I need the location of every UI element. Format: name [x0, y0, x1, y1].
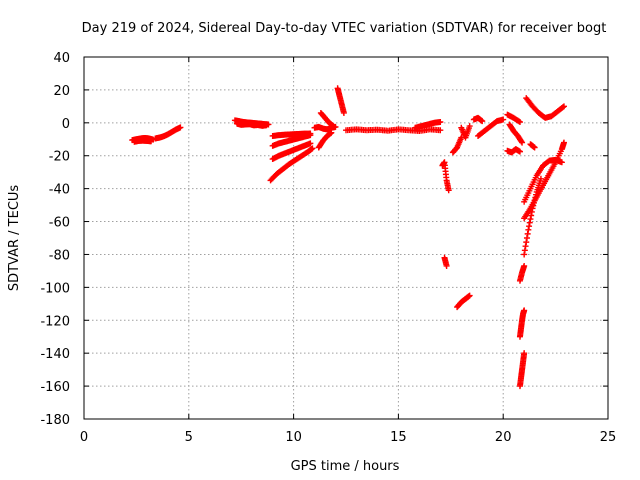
series-track-ac [521, 139, 567, 222]
data-point [148, 138, 155, 145]
series-track-t [454, 292, 473, 311]
series-track-v [475, 116, 507, 139]
series-track-c [152, 124, 184, 142]
y-tick-label: -40 [49, 183, 70, 198]
data-point [307, 140, 314, 147]
x-axis-label: GPS time / hours [291, 459, 400, 474]
series-track-m [334, 85, 347, 116]
x-tick-label: 20 [495, 430, 512, 445]
series-track-ag [516, 350, 528, 390]
data-point [560, 139, 567, 146]
series-track-u [470, 114, 486, 125]
y-tick-label: 0 [62, 117, 70, 132]
series-track-l [315, 129, 335, 151]
y-tick-label: -80 [49, 248, 70, 263]
series-track-p [439, 159, 452, 194]
data-point [466, 123, 473, 130]
data-point [307, 132, 314, 139]
series-track-n [343, 126, 444, 135]
data-point [516, 118, 523, 125]
y-tick-label: -120 [40, 314, 70, 329]
data-point [437, 118, 444, 125]
y-tick-label: -140 [40, 347, 70, 362]
series-track-b [131, 137, 155, 145]
data-point [177, 124, 184, 131]
y-tick-label: -180 [40, 413, 70, 428]
series-track-i [267, 145, 316, 184]
data-point [558, 159, 565, 166]
data-point [437, 127, 444, 134]
series-track-q [441, 254, 450, 269]
data-point [521, 262, 528, 269]
data-point [537, 175, 544, 182]
data-point [500, 116, 507, 123]
x-tick-label: 5 [185, 430, 193, 445]
data-point [309, 145, 316, 152]
data-point [521, 307, 528, 314]
data-point [443, 262, 450, 269]
data-point [340, 109, 347, 116]
series-track-o [412, 118, 444, 131]
data-points [129, 85, 567, 390]
x-tick-label: 15 [390, 430, 407, 445]
data-point [466, 292, 473, 299]
series-track-g [269, 132, 314, 149]
x-tick-label: 10 [285, 430, 302, 445]
axis-ticks: 0 5 10 15 20 25 40 20 0 -20 -40 -60 -80 -100 -120 -140 -… [40, 51, 616, 445]
series-track-x [504, 111, 523, 125]
data-point [445, 187, 452, 194]
y-tick-label: -160 [40, 380, 70, 395]
series-track-k [317, 109, 337, 130]
series-track-ad [521, 175, 544, 258]
data-point [479, 118, 486, 125]
data-point [559, 104, 566, 111]
x-tick-label: 25 [600, 430, 617, 445]
series-track-ae [516, 262, 528, 284]
data-point [330, 123, 337, 130]
series-track-y [506, 121, 526, 146]
series-track-r [449, 134, 465, 156]
y-tick-label: -60 [49, 216, 70, 231]
data-point [263, 122, 270, 129]
y-tick-label: -100 [40, 281, 70, 296]
series-track-af [516, 307, 528, 340]
series-track-e [234, 120, 270, 129]
series-track-z [523, 95, 567, 121]
data-point [560, 103, 567, 110]
series-track-w [504, 146, 523, 156]
chart-title: Day 219 of 2024, Sidereal Day-to-day VTE… [82, 21, 607, 36]
y-tick-label: 40 [53, 51, 70, 66]
series-track-h [269, 140, 314, 163]
series-track-aa [527, 141, 538, 151]
data-point [519, 139, 526, 146]
data-point [328, 129, 335, 136]
data-point [516, 148, 523, 155]
series-track-s [458, 123, 473, 141]
y-axis-label: SDTVAR / TECUs [7, 185, 22, 292]
y-tick-label: -20 [49, 150, 70, 165]
data-point [531, 144, 538, 151]
data-point [521, 350, 528, 357]
y-tick-label: 20 [53, 84, 70, 99]
plot-frame [83, 56, 609, 420]
x-tick-label: 0 [80, 430, 88, 445]
